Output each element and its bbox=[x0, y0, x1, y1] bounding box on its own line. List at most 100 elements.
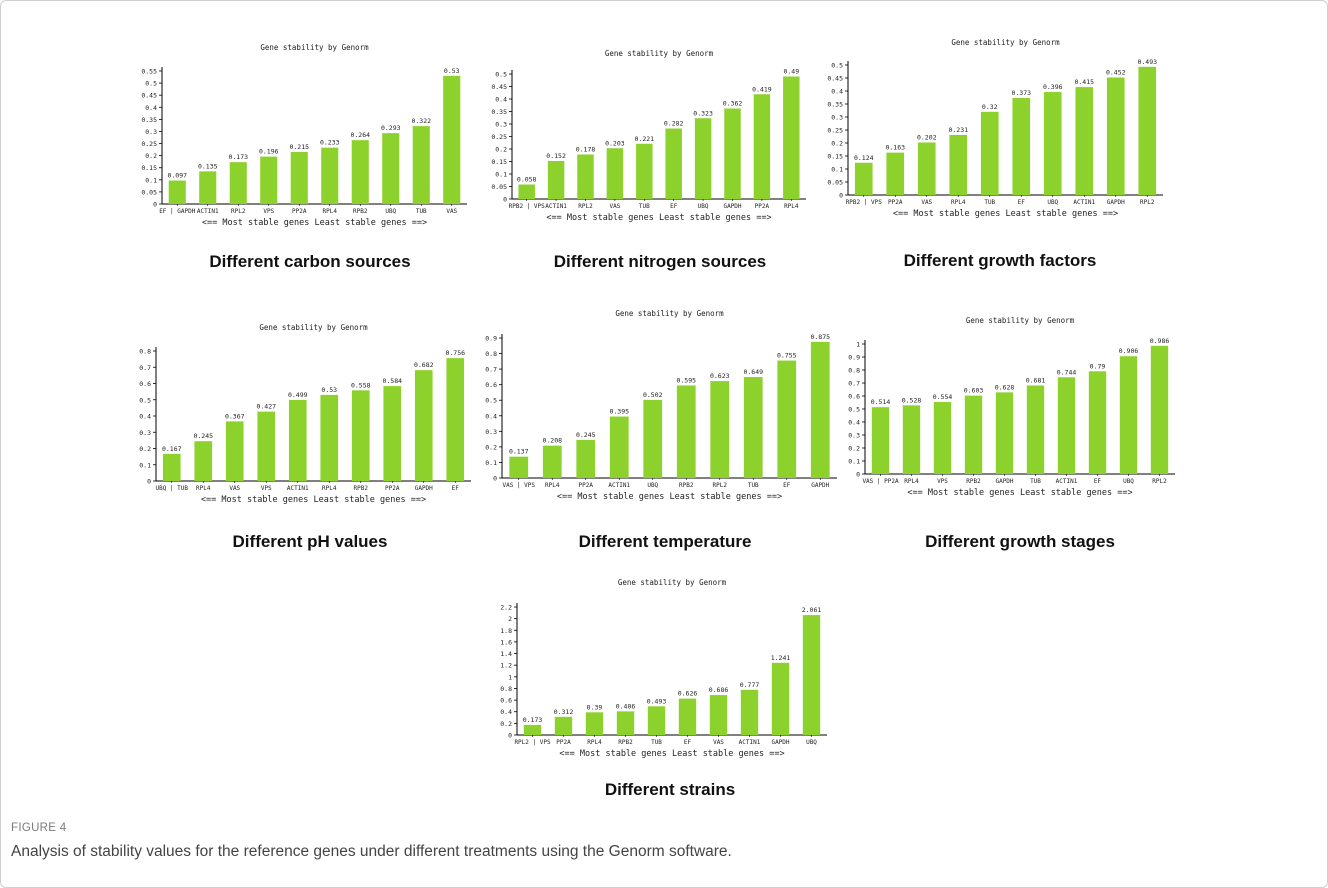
y-tick-label: 0.9 bbox=[485, 335, 497, 343]
y-tick-label: 0.1 bbox=[848, 458, 860, 466]
x-axis-label: <== Most stable genes Least stable genes… bbox=[557, 492, 782, 502]
data-label: 0.528 bbox=[902, 396, 922, 404]
chart-svg: Gene stability by Genorm00.050.10.150.20… bbox=[827, 38, 1163, 219]
x-axis-label: <== Most stable genes Least stable genes… bbox=[559, 749, 784, 759]
data-label: 0.39 bbox=[587, 703, 603, 711]
x-tick-label: ACTIN1 bbox=[1073, 199, 1095, 206]
bar bbox=[740, 689, 759, 735]
y-tick-label: 0.2 bbox=[848, 445, 860, 453]
x-tick-label: EF | GAPDH bbox=[159, 208, 196, 215]
chart-svg: Gene stability by Genorm00.050.10.150.20… bbox=[491, 49, 806, 223]
data-label: 0.628 bbox=[995, 383, 1015, 391]
y-tick-label: 0.4 bbox=[848, 419, 860, 427]
y-tick-label: 0.3 bbox=[831, 114, 843, 122]
data-label: 0.427 bbox=[256, 403, 276, 411]
y-tick-label: 0.7 bbox=[848, 380, 860, 388]
data-label: 0.744 bbox=[1057, 368, 1077, 376]
x-tick-label: EF bbox=[684, 739, 692, 746]
x-tick-label: UBQ bbox=[1047, 199, 1058, 206]
x-tick-label: UBQ bbox=[385, 208, 396, 215]
chart-svg: Gene stability by Genorm 0 0.1 0.2 0.3 0.4 0.5… bbox=[848, 316, 1175, 498]
y-tick-label: 1.2 bbox=[500, 662, 512, 670]
bar bbox=[616, 711, 635, 735]
y-tick-label: 1.8 bbox=[500, 627, 512, 635]
x-tick-label: VAS bbox=[446, 208, 457, 215]
data-label: 0.264 bbox=[350, 131, 370, 139]
bar bbox=[542, 445, 562, 478]
y-tick-label: 0.45 bbox=[827, 75, 843, 83]
bar bbox=[771, 662, 790, 735]
bar bbox=[636, 143, 653, 199]
x-tick-label: PP2A bbox=[755, 203, 770, 210]
data-label: 0.233 bbox=[320, 139, 340, 147]
bar bbox=[902, 405, 921, 474]
panel-title: Different temperature bbox=[578, 532, 752, 551]
data-label: 0.603 bbox=[964, 387, 984, 395]
bar bbox=[554, 716, 573, 735]
y-tick-label: 0.3 bbox=[495, 121, 507, 129]
y-tick-label: 0.7 bbox=[139, 364, 151, 372]
chart-svg: Gene stability by Genorm 0 0.1 0.2 0.3 0.4 0.5… bbox=[485, 309, 837, 502]
data-label: 0.623 bbox=[710, 372, 730, 380]
x-tick-label: GAPDH bbox=[771, 739, 789, 746]
y-tick-label: 0.5 bbox=[495, 71, 507, 79]
x-tick-label: RPB2 bbox=[354, 485, 369, 492]
data-label: 0.32 bbox=[982, 103, 998, 111]
y-tick-label: 0.25 bbox=[491, 133, 507, 141]
y-tick-label: 0.05 bbox=[141, 188, 157, 196]
y-tick-label: 0.35 bbox=[141, 116, 157, 124]
bar bbox=[980, 111, 999, 195]
bar bbox=[802, 615, 821, 735]
data-label: 0.53 bbox=[444, 67, 460, 75]
x-tick-label: UBQ | TUB bbox=[155, 485, 188, 492]
data-label: 0.373 bbox=[1011, 89, 1031, 97]
x-tick-label: TUB bbox=[651, 739, 662, 746]
x-tick-label: PP2A bbox=[292, 208, 307, 215]
bar bbox=[194, 441, 213, 481]
chart-title: Gene stability by Genorm bbox=[259, 323, 368, 332]
y-tick-label: 0.7 bbox=[485, 366, 497, 374]
data-label: 0.493 bbox=[1137, 58, 1157, 66]
data-label: 0.49 bbox=[783, 68, 799, 76]
x-tick-label: ACTIN1 bbox=[1056, 478, 1078, 485]
y-tick-label: 0.4 bbox=[500, 708, 512, 716]
y-tick-label: 0.2 bbox=[139, 445, 151, 453]
y-tick-label: 0.15 bbox=[141, 164, 157, 172]
x-tick-label: PP2A bbox=[385, 485, 400, 492]
panel-title: Different nitrogen sources bbox=[553, 252, 767, 271]
chart-svg: Gene stability by Genorm 0 0.1 0.2 0.3 0.4 0.5… bbox=[139, 323, 471, 505]
data-label: 0.135 bbox=[198, 162, 218, 170]
bar bbox=[576, 439, 596, 478]
data-label: 0.79 bbox=[1090, 362, 1106, 370]
data-label: 0.367 bbox=[225, 412, 245, 420]
x-tick-label: EF bbox=[452, 485, 460, 492]
y-tick-label: 0.35 bbox=[491, 108, 507, 116]
x-tick-label: RPL2 bbox=[231, 208, 246, 215]
data-label: 0.681 bbox=[1026, 376, 1046, 384]
data-label: 0.173 bbox=[523, 716, 543, 724]
y-tick-label: 0.55 bbox=[141, 68, 157, 76]
x-tick-label: RPB2 bbox=[679, 482, 694, 489]
bar bbox=[446, 358, 465, 481]
x-tick-label: RPB2 bbox=[966, 478, 981, 485]
y-tick-label: 0.6 bbox=[139, 380, 151, 388]
bar bbox=[523, 724, 542, 735]
data-label: 0.323 bbox=[693, 109, 713, 117]
y-tick-label: 0.05 bbox=[827, 179, 843, 187]
data-label: 0.595 bbox=[676, 376, 696, 384]
x-tick-label: TUB bbox=[748, 482, 759, 489]
bar bbox=[694, 118, 712, 199]
chart-title: Gene stability by Genorm bbox=[618, 578, 727, 587]
y-tick-label: 0.4 bbox=[145, 104, 157, 112]
x-tick-label: RPL2 | VPS bbox=[514, 739, 551, 746]
chart-title: Gene stability by Genorm bbox=[605, 49, 714, 58]
bar bbox=[199, 171, 217, 204]
chart-panel-growth-factors: Gene stability by Genorm 0 0.05 0.1 0.15 0.2 0… bbox=[827, 35, 1170, 275]
bar bbox=[665, 128, 682, 199]
y-tick-label: 0 bbox=[508, 732, 512, 740]
data-label: 0.415 bbox=[1074, 78, 1094, 86]
bar bbox=[351, 140, 369, 204]
data-label: 0.906 bbox=[1119, 347, 1139, 355]
bar bbox=[678, 698, 697, 735]
y-tick-label: 1.6 bbox=[500, 638, 512, 646]
